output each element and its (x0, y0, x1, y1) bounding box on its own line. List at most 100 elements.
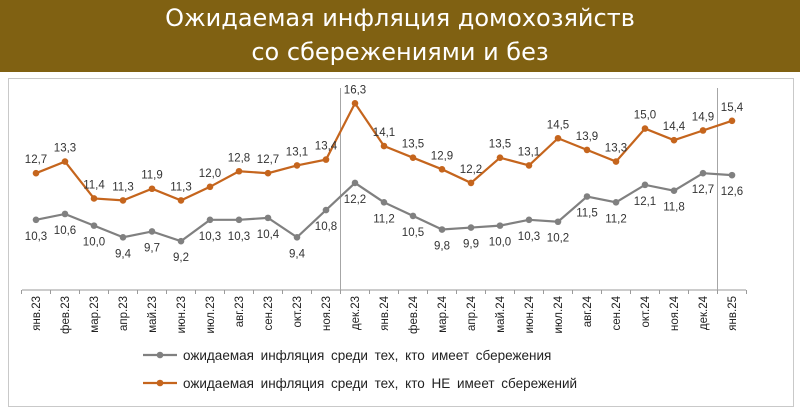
data-point (322, 156, 330, 163)
data-point (90, 195, 98, 202)
data-label: 12,2 (344, 194, 366, 206)
data-label: 10,6 (54, 225, 76, 237)
data-label: 11,2 (605, 213, 627, 225)
x-tick-label: июл.23 (205, 296, 217, 334)
data-point (119, 233, 127, 241)
data-label: 13,1 (286, 146, 308, 158)
data-point (177, 237, 185, 245)
data-point (641, 125, 649, 132)
data-point (496, 154, 504, 161)
data-point (206, 183, 214, 191)
data-label: 10,8 (315, 221, 337, 233)
data-label: 12,7 (25, 154, 47, 166)
data-label: 10,0 (83, 237, 105, 249)
data-point (699, 127, 707, 134)
x-tick-label: май.23 (147, 296, 159, 333)
data-label: 14,1 (373, 127, 395, 139)
series-line (35, 101, 733, 202)
x-tick-label: июн.24 (524, 295, 536, 333)
chart-title-line1: Ожидаемая инфляция домохозяйств (165, 4, 635, 32)
data-point (351, 179, 359, 187)
x-tick-label: июн.23 (176, 296, 188, 333)
data-label: 9,4 (115, 248, 132, 260)
data-point (699, 169, 707, 177)
data-label: 9,8 (434, 241, 450, 253)
x-tick-label: июл.24 (553, 295, 565, 333)
data-point (467, 179, 475, 187)
data-point (467, 224, 475, 231)
data-label: 14,9 (692, 111, 714, 123)
data-point (554, 134, 562, 142)
x-tick-label: мар.24 (437, 295, 449, 332)
data-point (612, 158, 620, 165)
x-tick-label: дек.24 (698, 295, 710, 330)
data-label: 11,8 (663, 202, 685, 214)
data-label: 11,3 (170, 181, 192, 193)
data-point (525, 216, 533, 224)
data-point (612, 199, 620, 206)
data-point (148, 228, 156, 235)
series-line (35, 172, 733, 243)
chart-title-line2: со сбережениями и без (251, 38, 549, 66)
data-point (438, 166, 446, 173)
data-point (583, 193, 591, 200)
data-label: 10,4 (257, 229, 280, 241)
data-point (554, 218, 562, 226)
data-point (583, 146, 591, 154)
data-label: 11,9 (141, 170, 163, 182)
data-point (728, 171, 736, 179)
data-point (264, 169, 272, 177)
x-tick-label: ноя.24 (669, 295, 681, 331)
x-tick-label: ноя.23 (321, 296, 333, 331)
data-label: 12,8 (228, 152, 250, 164)
data-point (32, 169, 40, 177)
data-label: 10,2 (547, 233, 569, 245)
data-label: 12,9 (431, 150, 453, 162)
data-point (380, 142, 388, 150)
x-tick-label: окт.24 (640, 295, 652, 327)
data-label: 10,3 (518, 231, 540, 243)
x-tick-label: фев.23 (60, 296, 72, 334)
data-label: 10,3 (199, 231, 221, 243)
data-point (641, 181, 649, 189)
data-point (235, 216, 243, 224)
plot-area-border (8, 78, 794, 407)
data-point (61, 210, 69, 218)
legend-swatch-marker (156, 351, 164, 359)
data-point (206, 216, 214, 224)
data-label: 11,5 (576, 208, 598, 220)
data-label: 9,2 (173, 252, 189, 264)
data-label: 13,1 (518, 146, 540, 158)
data-label: 13,9 (576, 131, 598, 143)
data-point (293, 162, 301, 169)
data-point (496, 222, 504, 229)
data-point (119, 197, 127, 204)
x-tick-label: апр.23 (118, 296, 130, 331)
legend-label: ожидаемая инфляция среди тех, кто имеет … (183, 348, 551, 363)
data-label: 12,7 (692, 184, 714, 196)
data-point (728, 117, 736, 125)
x-tick-label: янв.23 (31, 296, 43, 331)
data-label: 13,3 (605, 143, 627, 155)
legend-swatch-marker (156, 379, 164, 387)
data-point (177, 197, 185, 204)
data-label: 11,4 (83, 179, 105, 191)
data-label: 10,5 (402, 227, 424, 239)
data-point (61, 158, 69, 165)
x-tick-label: май.24 (495, 295, 507, 332)
data-point (670, 187, 678, 194)
data-label: 12,2 (460, 164, 482, 176)
x-tick-label: авг.24 (582, 295, 594, 327)
x-tick-label: янв.24 (379, 295, 391, 330)
data-label: 9,9 (463, 239, 479, 251)
data-point (32, 216, 40, 224)
data-label: 13,4 (315, 141, 338, 153)
legend-label: ожидаемая инфляция среди тех, кто НЕ име… (183, 376, 577, 391)
data-point (409, 154, 417, 161)
data-label: 11,2 (373, 213, 395, 225)
title-banner: Ожидаемая инфляция домохозяйств со сбере… (0, 0, 800, 72)
data-label: 10,0 (489, 237, 511, 249)
data-label: 16,3 (344, 84, 366, 96)
